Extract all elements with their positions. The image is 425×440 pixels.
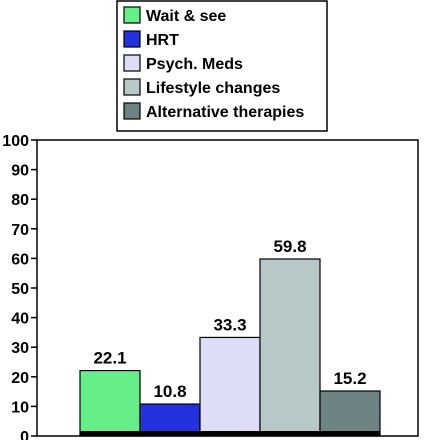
legend-swatch-hrt — [123, 30, 141, 48]
plot-area: 0 10 20 30 40 50 60 70 80 90 100 22.1 10.8 33.3 59.8 1… — [2, 133, 419, 440]
bar-alternative-therapies — [319, 390, 381, 437]
y-tick-label: 100 — [2, 133, 29, 150]
y-tick-label: 20 — [11, 370, 29, 387]
y-tick-label: 80 — [11, 192, 29, 209]
bar-hrt — [139, 403, 201, 437]
bar-value-label: 22.1 — [93, 349, 126, 368]
data-labels-group: 22.1 10.8 33.3 59.8 15.2 — [93, 237, 366, 401]
bars-group — [79, 258, 381, 437]
legend-label: HRT — [146, 32, 179, 49]
legend-frame — [116, 0, 328, 132]
y-tick-label: 60 — [11, 251, 29, 268]
y-tick-label: 90 — [11, 163, 29, 180]
y-tick-label: 30 — [11, 340, 29, 357]
legend-swatch-lifestyle-changes — [123, 78, 141, 96]
chart-legend: Wait & see HRT Psych. Meds Lifestyle change… — [116, 0, 328, 132]
y-tick-label: 40 — [11, 311, 29, 328]
legend-label: Alternative therapies — [146, 104, 304, 121]
legend-label: Wait & see — [146, 8, 226, 25]
bar-value-label: 10.8 — [153, 382, 186, 401]
bar-value-label: 59.8 — [273, 237, 306, 256]
y-tick-label: 50 — [11, 281, 29, 298]
y-tick-label: 10 — [11, 399, 29, 416]
bar-wait-see — [79, 369, 141, 437]
bar-psych-meds — [199, 336, 261, 437]
bar-lifestyle-changes — [259, 258, 321, 437]
y-tick-label: 0 — [20, 429, 29, 440]
y-axis: 0 10 20 30 40 50 60 70 80 90 100 — [2, 133, 37, 440]
y-tick-label: 70 — [11, 222, 29, 239]
legend-swatch-alternative-therapies — [123, 102, 141, 120]
legend-swatch-wait-see — [123, 6, 141, 24]
legend-swatch-psych-meds — [123, 54, 141, 72]
bar-value-label: 33.3 — [213, 315, 246, 334]
legend-label: Psych. Meds — [146, 56, 243, 73]
bar-value-label: 15.2 — [333, 369, 366, 388]
legend-label: Lifestyle changes — [146, 80, 280, 97]
baseline-strip — [80, 431, 380, 436]
